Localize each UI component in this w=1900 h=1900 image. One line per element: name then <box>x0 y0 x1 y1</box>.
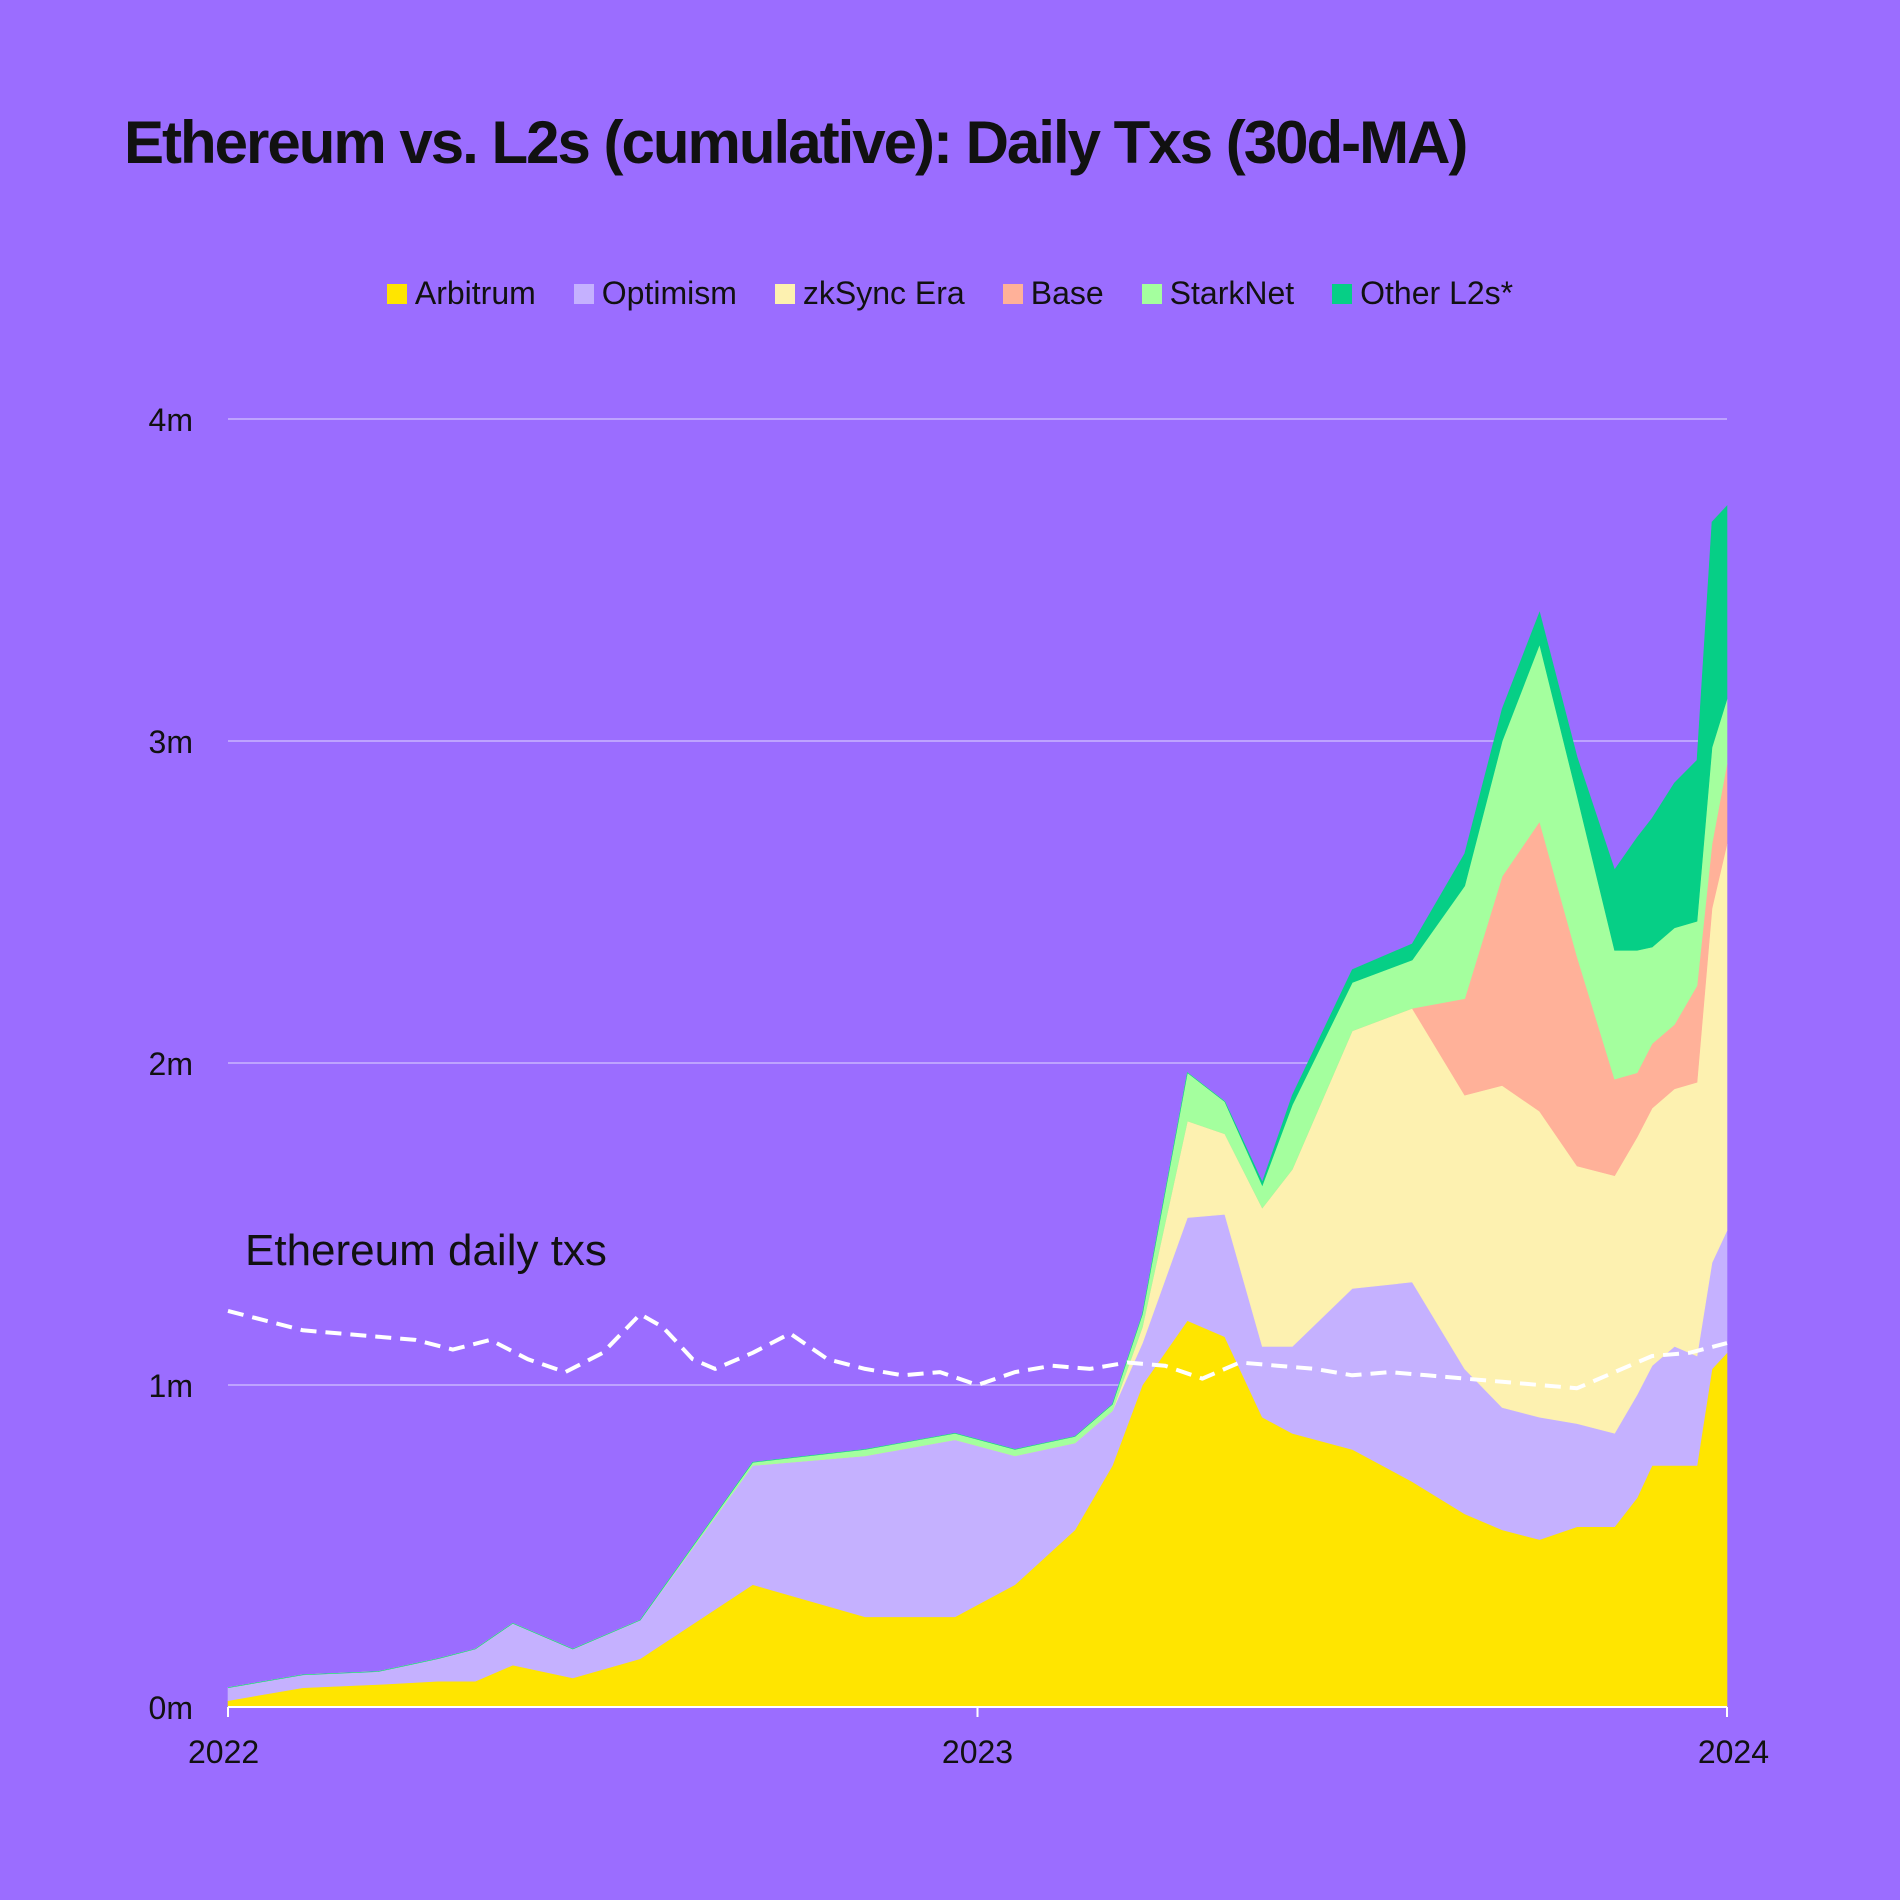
ethereum-line <box>227 1308 1728 1391</box>
legend-item: zkSync Era <box>774 275 965 312</box>
y-tick-label: 1m <box>149 1368 193 1404</box>
stacked-areas <box>227 505 1728 1708</box>
legend-swatch <box>1141 283 1162 304</box>
legend-label: Base <box>1030 275 1104 311</box>
x-tick-label: 2023 <box>942 1734 1013 1770</box>
legend-swatch <box>386 283 407 304</box>
axes: 0m 1m 2m 3m 4m 2022 2023 2024 <box>149 402 1769 1770</box>
legend-label: zkSync Era <box>802 275 965 311</box>
y-tick-label: 2m <box>149 1046 193 1082</box>
legend-label: Arbitrum <box>414 275 536 311</box>
legend-swatch <box>573 283 594 304</box>
x-tick-label: 2024 <box>1698 1734 1769 1770</box>
x-tick-label: 2022 <box>188 1734 259 1770</box>
legend-item: Arbitrum <box>386 275 536 312</box>
legend-label: StarkNet <box>1169 275 1295 311</box>
y-tick-label: 0m <box>149 1690 193 1726</box>
series-area-other-l2s <box>227 505 1728 1688</box>
chart-title: Ethereum vs. L2s (cumulative): Daily Txs… <box>124 109 1468 176</box>
legend: Arbitrum Optimism zkSync Era Base StarkNet Ot… <box>0 275 1900 312</box>
legend-item: Optimism <box>573 275 737 312</box>
legend-item: StarkNet <box>1141 275 1295 312</box>
legend-swatch <box>774 283 795 304</box>
ethereum-line-layer <box>227 1308 1728 1391</box>
y-tick-label: 4m <box>149 402 193 438</box>
legend-label: Optimism <box>601 275 737 311</box>
legend-swatch <box>1002 283 1023 304</box>
legend-swatch <box>1332 283 1353 304</box>
legend-label: Other L2s* <box>1360 275 1514 311</box>
ethereum-annotation: Ethereum daily txs <box>245 1226 607 1275</box>
legend-item: Base <box>1002 275 1104 312</box>
legend-item: Other L2s* <box>1332 275 1513 312</box>
y-tick-label: 3m <box>149 724 193 760</box>
